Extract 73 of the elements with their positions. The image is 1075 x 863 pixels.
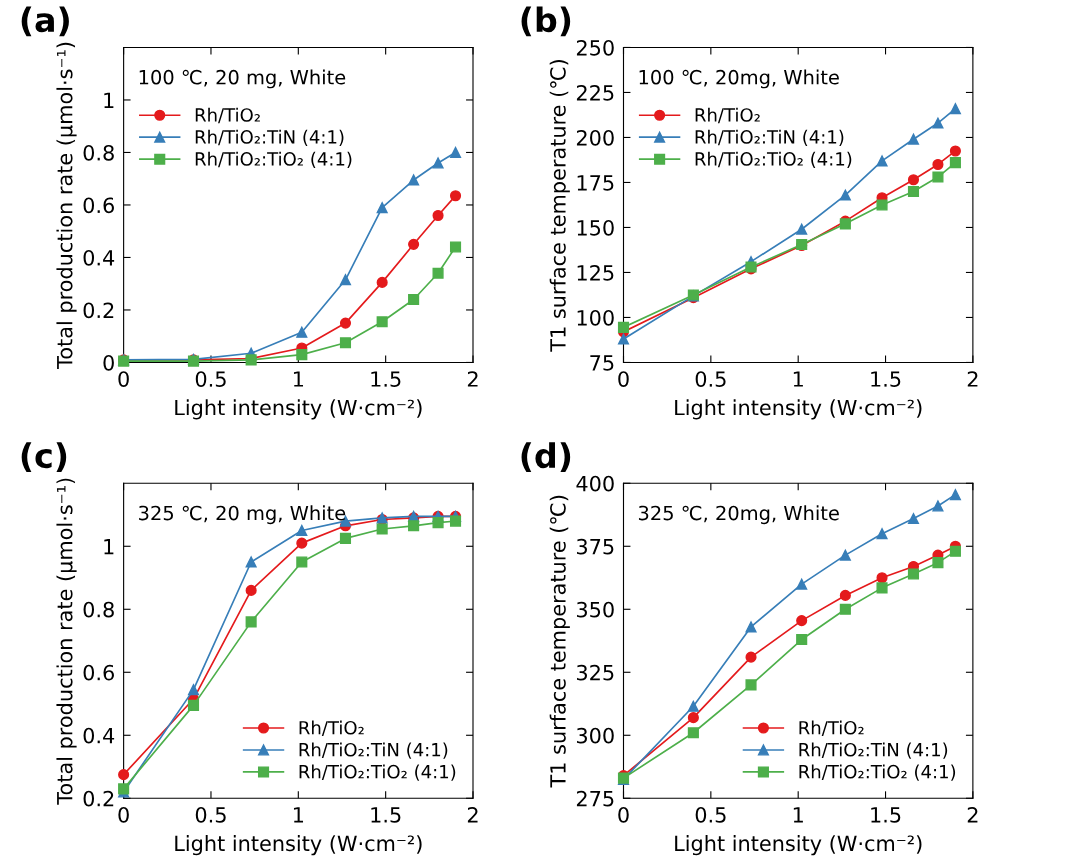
y-tick-label: 0.4 (83, 249, 115, 266)
x-tick-label: 2 (967, 806, 978, 823)
y-tick-label: 0.2 (83, 302, 114, 319)
y-tick-label: 200 (576, 129, 614, 146)
y-tick-label: 75 (590, 355, 614, 371)
y-tick-label: 225 (576, 84, 614, 101)
legend-label: Rh/TiO₂ (799, 720, 864, 736)
legend-label: Rh/TiO₂:TiO₂ (4:1) (195, 151, 352, 168)
x-tick-label: 2 (467, 806, 478, 823)
y-tick-label: 100 (577, 309, 614, 326)
chart-title: (a) (21, 6, 69, 37)
y-axis-title: Total production rate (μmol·s⁻¹) (56, 42, 77, 369)
annotation: 325 ℃, 20 mg, White (139, 505, 346, 525)
x-tick-label: 1.5 (371, 807, 401, 823)
x-tick-label: 0 (618, 806, 629, 823)
y-tick-label: 125 (577, 264, 614, 281)
chart-title: (d) (521, 442, 571, 473)
y-axis-title: Total production rate (μmol·s⁻¹) (56, 478, 77, 805)
x-tick-label: 1 (793, 371, 803, 387)
x-tick-label: 0 (118, 371, 129, 387)
y-tick-label: 0.2 (83, 790, 114, 807)
y-tick-label: 375 (576, 538, 614, 555)
x-tick-label: 0 (618, 371, 629, 387)
x-axis-title: Light intensity (W·cm⁻²) (675, 399, 922, 420)
legend-label: Rh/TiO₂:TiN (4:1) (695, 129, 844, 146)
legend-label: Rh/TiO₂ (695, 107, 760, 124)
legend-label: Rh/TiO₂:TiO₂ (4:1) (299, 764, 456, 781)
y-tick-label: 300 (576, 727, 614, 744)
y-tick-label: 1 (104, 539, 114, 555)
y-tick-label: 0 (103, 354, 114, 371)
legend-label: Rh/TiO₂:TiN (4:1) (299, 742, 448, 759)
y-tick-label: 350 (576, 601, 614, 618)
x-tick-label: 0 (118, 806, 129, 823)
y-tick-label: 325 (576, 664, 614, 681)
legend-label: Rh/TiO₂ (195, 107, 260, 124)
annotation: 100 ℃, 20 mg, White (139, 69, 346, 89)
y-tick-label: 0.6 (83, 664, 114, 681)
y-tick-label: 0.6 (83, 197, 114, 214)
x-tick-label: 1.5 (371, 371, 401, 387)
legend-label: Rh/TiO₂:TiO₂ (4:1) (799, 764, 956, 781)
x-tick-label: 0.5 (695, 371, 726, 387)
legend-label: Rh/TiO₂:TiN (4:1) (195, 129, 344, 146)
x-tick-label: 2 (967, 371, 978, 387)
x-tick-label: 0.5 (195, 371, 226, 387)
y-tick-label: 175 (577, 175, 614, 191)
x-axis-title: Light intensity (W·cm⁻²) (675, 835, 922, 856)
y-tick-label: 1 (104, 92, 114, 108)
legend-label: Rh/TiO₂:TiO₂ (4:1) (695, 151, 852, 168)
y-tick-label: 150 (577, 219, 614, 236)
x-tick-label: 0.5 (695, 806, 726, 823)
chart-title: (b) (521, 6, 571, 37)
annotation: 325 ℃, 20mg, White (638, 505, 839, 525)
x-tick-label: 1 (793, 807, 803, 823)
y-tick-label: 0.4 (83, 727, 115, 744)
y-tick-label: 400 (576, 475, 614, 492)
x-axis-title: Light intensity (W·cm⁻²) (175, 835, 422, 856)
x-tick-label: 1.5 (871, 807, 901, 823)
x-tick-label: 0.5 (195, 806, 226, 823)
y-axis-title: T1 surface temperature (℃) (549, 495, 570, 788)
legend-label: Rh/TiO₂:TiN (4:1) (799, 742, 948, 759)
y-tick-label: 275 (576, 790, 614, 807)
x-tick-label: 1 (293, 807, 304, 823)
x-tick-label: 2 (467, 371, 478, 387)
y-tick-label: 0.8 (83, 601, 114, 618)
legend-label: Rh/TiO₂ (299, 720, 364, 736)
y-tick-label: 250 (576, 39, 614, 56)
x-tick-label: 1 (293, 371, 304, 387)
annotation: 100 ℃, 20mg, White (639, 69, 839, 89)
x-tick-label: 1.5 (871, 371, 901, 387)
y-axis-title: T1 surface temperature (℃) (549, 60, 570, 352)
y-tick-label: 0.8 (83, 144, 114, 161)
x-axis-title: Light intensity (W·cm⁻²) (175, 399, 422, 420)
chart-title: (c) (21, 442, 67, 473)
